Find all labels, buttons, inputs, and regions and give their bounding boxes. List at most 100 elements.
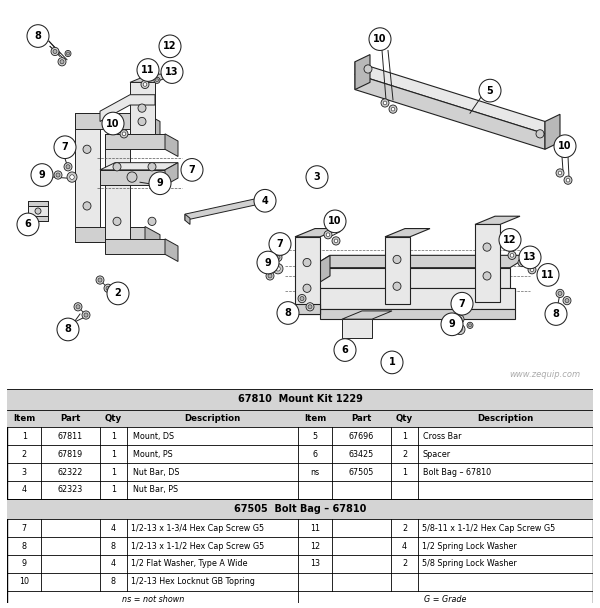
Text: 1: 1 bbox=[389, 358, 395, 367]
Circle shape bbox=[556, 289, 564, 297]
Circle shape bbox=[519, 246, 541, 269]
Circle shape bbox=[155, 79, 158, 82]
Polygon shape bbox=[185, 214, 190, 224]
Circle shape bbox=[159, 35, 181, 58]
Text: 8: 8 bbox=[111, 577, 116, 586]
Text: Mount, DS: Mount, DS bbox=[133, 432, 174, 441]
Text: 62323: 62323 bbox=[58, 485, 83, 494]
Circle shape bbox=[107, 282, 129, 305]
Circle shape bbox=[70, 174, 74, 179]
Circle shape bbox=[67, 172, 77, 182]
Circle shape bbox=[113, 163, 121, 171]
Circle shape bbox=[58, 58, 66, 66]
Circle shape bbox=[458, 327, 462, 332]
Polygon shape bbox=[130, 74, 175, 82]
Text: 67811: 67811 bbox=[58, 432, 83, 441]
Circle shape bbox=[273, 263, 283, 274]
Polygon shape bbox=[320, 288, 515, 309]
Text: 10: 10 bbox=[328, 216, 342, 226]
Circle shape bbox=[277, 302, 299, 324]
Text: 10: 10 bbox=[373, 34, 387, 44]
Circle shape bbox=[51, 47, 59, 55]
Polygon shape bbox=[105, 239, 165, 254]
Circle shape bbox=[54, 171, 62, 179]
Circle shape bbox=[120, 130, 128, 138]
Circle shape bbox=[268, 274, 272, 278]
Text: 10: 10 bbox=[19, 577, 29, 586]
Circle shape bbox=[306, 303, 314, 311]
Text: Bolt Bag – 67810: Bolt Bag – 67810 bbox=[423, 468, 491, 477]
Circle shape bbox=[67, 52, 70, 55]
Circle shape bbox=[122, 132, 126, 136]
Polygon shape bbox=[165, 239, 178, 261]
Circle shape bbox=[137, 59, 159, 81]
Text: 7: 7 bbox=[277, 239, 283, 249]
Circle shape bbox=[334, 239, 338, 243]
Text: 11: 11 bbox=[141, 65, 155, 75]
Circle shape bbox=[393, 255, 401, 263]
Text: 12: 12 bbox=[503, 235, 517, 245]
Circle shape bbox=[257, 251, 279, 274]
Bar bbox=[7, 410, 593, 427]
Circle shape bbox=[536, 130, 544, 138]
Polygon shape bbox=[385, 237, 410, 304]
Polygon shape bbox=[105, 134, 165, 150]
Text: 5/8 Spring Lock Washer: 5/8 Spring Lock Washer bbox=[422, 559, 517, 568]
Text: 1: 1 bbox=[402, 468, 407, 477]
Circle shape bbox=[104, 284, 112, 292]
Circle shape bbox=[324, 210, 346, 233]
Text: 12: 12 bbox=[310, 542, 320, 551]
Circle shape bbox=[96, 276, 104, 284]
Circle shape bbox=[102, 112, 124, 135]
Text: 8: 8 bbox=[22, 542, 26, 551]
Text: 9: 9 bbox=[265, 258, 271, 268]
Text: 8: 8 bbox=[284, 308, 292, 318]
Circle shape bbox=[106, 286, 110, 291]
Text: 10: 10 bbox=[106, 119, 120, 128]
Text: 7: 7 bbox=[62, 142, 68, 152]
Text: 5/8-11 x 1-1/2 Hex Cap Screw G5: 5/8-11 x 1-1/2 Hex Cap Screw G5 bbox=[422, 523, 555, 533]
Text: 6: 6 bbox=[25, 219, 31, 229]
Circle shape bbox=[467, 322, 473, 328]
Circle shape bbox=[83, 202, 91, 210]
Circle shape bbox=[17, 213, 39, 236]
Text: 67810  Mount Kit 1229: 67810 Mount Kit 1229 bbox=[238, 395, 362, 404]
Circle shape bbox=[300, 297, 304, 300]
Text: 9: 9 bbox=[449, 319, 455, 330]
Polygon shape bbox=[28, 216, 48, 221]
Polygon shape bbox=[320, 309, 515, 319]
Text: Description: Description bbox=[185, 414, 241, 423]
Text: 11: 11 bbox=[541, 270, 555, 280]
Circle shape bbox=[520, 260, 524, 264]
Text: www.zequip.com: www.zequip.com bbox=[509, 370, 580, 379]
Text: Qty: Qty bbox=[396, 414, 413, 423]
Polygon shape bbox=[295, 237, 320, 314]
Text: 1: 1 bbox=[111, 468, 116, 477]
Circle shape bbox=[65, 50, 71, 57]
Circle shape bbox=[530, 268, 534, 272]
Circle shape bbox=[266, 272, 274, 280]
Text: 4: 4 bbox=[111, 523, 116, 533]
Text: 62322: 62322 bbox=[58, 468, 83, 477]
Circle shape bbox=[98, 278, 102, 282]
Polygon shape bbox=[475, 224, 500, 302]
Circle shape bbox=[483, 272, 491, 280]
Polygon shape bbox=[75, 113, 145, 129]
Text: Mount, PS: Mount, PS bbox=[133, 450, 173, 458]
Circle shape bbox=[27, 25, 49, 47]
Polygon shape bbox=[355, 55, 370, 89]
Circle shape bbox=[332, 237, 340, 245]
Circle shape bbox=[298, 294, 306, 303]
Circle shape bbox=[149, 172, 171, 195]
Text: 1: 1 bbox=[111, 450, 116, 458]
Polygon shape bbox=[105, 134, 130, 252]
Circle shape bbox=[57, 318, 79, 340]
Circle shape bbox=[381, 99, 389, 107]
Circle shape bbox=[35, 208, 41, 214]
Polygon shape bbox=[545, 114, 560, 150]
Circle shape bbox=[161, 61, 183, 83]
Polygon shape bbox=[310, 255, 530, 268]
Text: 5: 5 bbox=[487, 86, 493, 95]
Circle shape bbox=[558, 171, 562, 175]
Text: 2: 2 bbox=[402, 450, 407, 458]
